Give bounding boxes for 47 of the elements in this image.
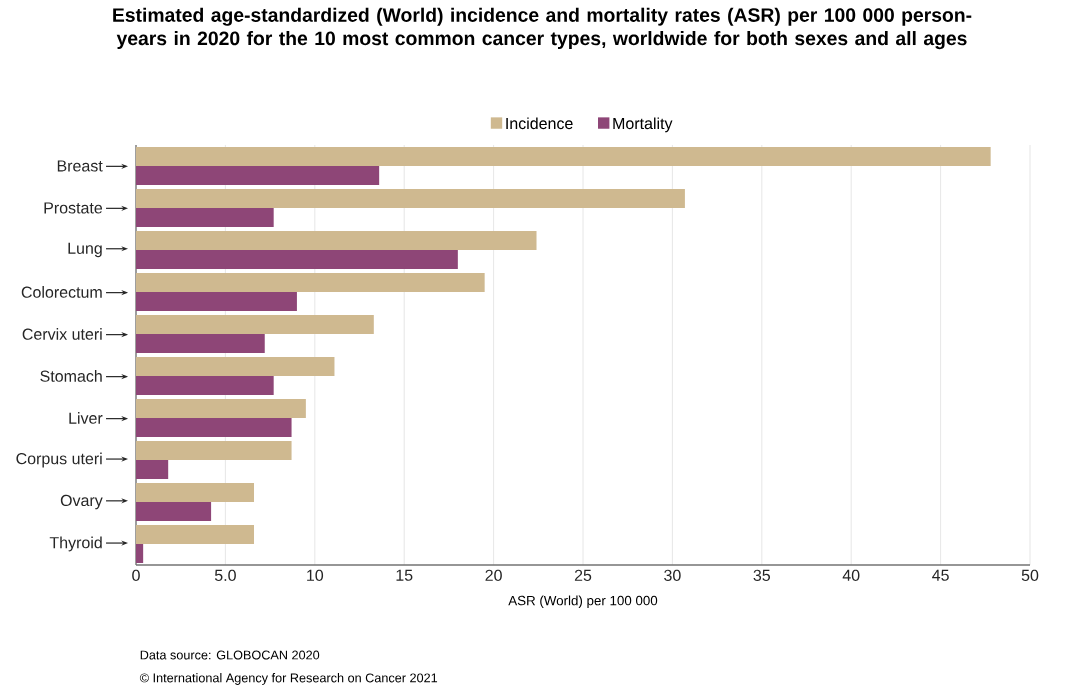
bar (136, 398, 306, 418)
y-tick-label: Lung (68, 242, 102, 258)
y-tick-label: Cervix uteri (22, 328, 102, 340)
bar (136, 417, 292, 437)
bar (136, 207, 274, 227)
x-axis-title: ASR (World) per 100 000 (508, 595, 658, 608)
bar (136, 249, 458, 269)
x-tick-label: 25 (574, 569, 592, 582)
legend-label: Mortality (613, 117, 673, 133)
x-tick-label: 35 (753, 569, 771, 582)
x-tick-label: 15 (396, 569, 413, 581)
x-tick-label: 10 (307, 569, 324, 582)
legend-label: Incidence (506, 117, 573, 130)
bar (136, 543, 144, 563)
x-tick-label: 50 (1021, 569, 1039, 582)
x-tick-label: 20 (485, 569, 502, 582)
x-tick-label: 40 (842, 569, 860, 582)
y-tick-label: Liver (69, 412, 103, 424)
bar (136, 188, 685, 208)
bar (136, 146, 991, 166)
y-tick-label: Breast (57, 160, 103, 172)
bar (136, 272, 485, 292)
x-tick-label: 30 (664, 569, 681, 582)
text: © International Agency for Research on Cancer 2021 (139, 673, 438, 685)
bar (136, 482, 255, 502)
bar (136, 524, 255, 544)
bar (136, 333, 265, 353)
y-tick-label: Stomach (40, 370, 102, 382)
bar (136, 375, 274, 395)
y-tick-label: Colorectum (21, 286, 102, 298)
bar (136, 459, 169, 479)
y-tick-label: Prostate (44, 202, 103, 214)
x-tick-label: 0 (132, 569, 140, 582)
y-tick-label: Ovary (60, 494, 103, 510)
bar (136, 356, 335, 376)
bar (136, 230, 537, 250)
x-tick-label: 5.0 (214, 569, 236, 582)
chart-title: Estimated age-standardized (World) incidence and mortality rates (ASR) per 100 000 person-years in 2020 for the 10 most common cancer types, worldwide for both sexes and all ages (113, 7, 972, 50)
y-tick-label: Thyroid (49, 536, 102, 552)
x-tick-label: 45 (932, 569, 949, 581)
bar (136, 440, 292, 460)
bar (136, 314, 374, 334)
source-note: Data source: GLOBOCAN 2020 (140, 650, 320, 660)
y-tick-label: Corpus uteri (16, 452, 102, 468)
bar (136, 501, 212, 521)
bar (136, 165, 380, 185)
bar (136, 291, 297, 311)
